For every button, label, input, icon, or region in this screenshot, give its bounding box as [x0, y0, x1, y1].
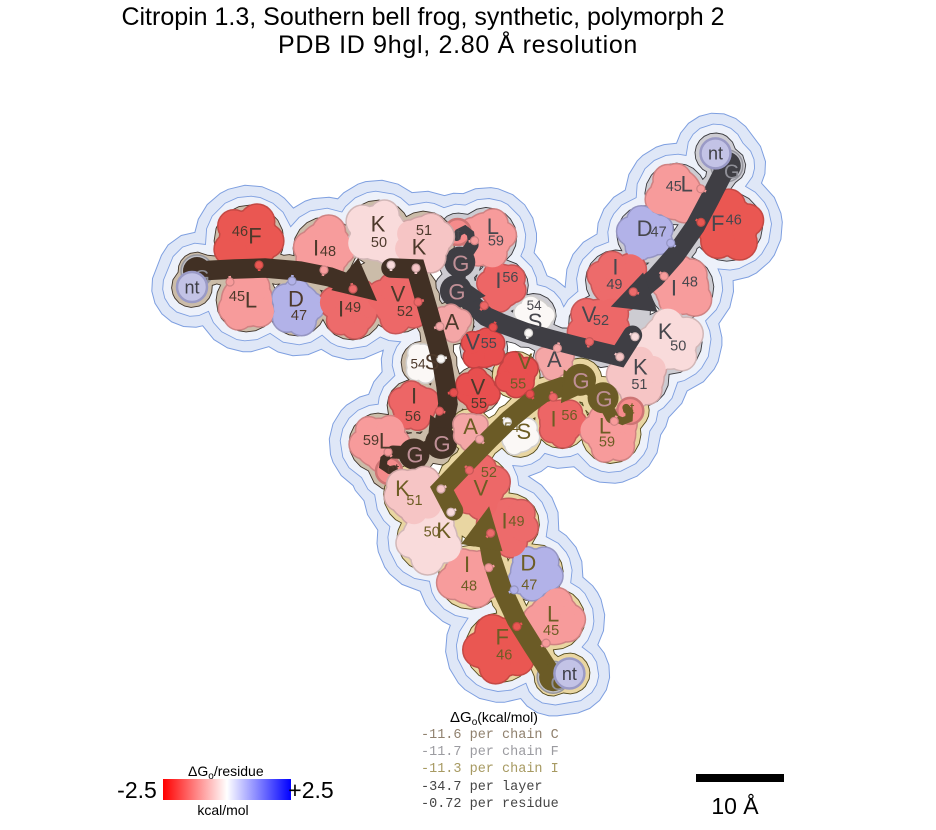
svg-text:I: I	[338, 297, 344, 322]
svg-text:I: I	[411, 384, 417, 409]
svg-text:nt: nt	[184, 277, 199, 297]
svg-text:I: I	[612, 255, 618, 280]
svg-text:52: 52	[397, 304, 413, 320]
svg-text:47: 47	[521, 578, 537, 594]
svg-text:-11.7 per chain F: -11.7 per chain F	[421, 745, 559, 760]
svg-text:56: 56	[502, 270, 518, 286]
svg-text:54: 54	[410, 357, 426, 372]
svg-text:A: A	[445, 310, 460, 335]
svg-text:nt: nt	[708, 144, 723, 164]
svg-text:G: G	[406, 443, 423, 468]
svg-text:48: 48	[682, 275, 698, 291]
svg-text:+2.5: +2.5	[288, 777, 333, 803]
svg-text:51: 51	[631, 377, 647, 393]
svg-text:V: V	[465, 329, 480, 354]
svg-text:-11.3 per chain I: -11.3 per chain I	[421, 762, 559, 777]
svg-text:L: L	[245, 288, 257, 313]
svg-text:I: I	[550, 407, 556, 432]
svg-text:49: 49	[508, 514, 524, 530]
svg-text:50: 50	[670, 339, 686, 355]
svg-text:V: V	[391, 282, 406, 307]
svg-text:46: 46	[726, 212, 742, 228]
svg-text:G: G	[448, 280, 465, 305]
svg-text:PDB ID 9hgl, 2.80 Å resolution: PDB ID 9hgl, 2.80 Å resolution	[278, 29, 638, 59]
svg-text:D: D	[520, 550, 536, 575]
svg-text:F: F	[711, 211, 724, 236]
svg-text:49: 49	[606, 277, 622, 293]
svg-text:-34.7 per layer: -34.7 per layer	[421, 780, 543, 795]
svg-text:45: 45	[229, 289, 245, 305]
svg-text:I: I	[495, 268, 501, 293]
svg-text:kcal/mol: kcal/mol	[197, 802, 248, 818]
svg-text:S: S	[516, 419, 531, 444]
svg-text:46: 46	[232, 224, 248, 240]
svg-text:10 Å: 10 Å	[711, 792, 759, 819]
svg-text:50: 50	[371, 235, 387, 251]
svg-text:nt: nt	[562, 664, 577, 684]
svg-text:K: K	[436, 518, 451, 543]
svg-text:-0.72 per residue: -0.72 per residue	[421, 797, 559, 812]
svg-text:G: G	[452, 251, 469, 276]
svg-text:56: 56	[405, 409, 421, 425]
svg-text:F: F	[248, 224, 261, 249]
svg-text:55: 55	[510, 376, 526, 392]
svg-text:59: 59	[488, 233, 504, 249]
svg-text:I: I	[671, 275, 677, 300]
svg-text:49: 49	[345, 300, 361, 316]
svg-text:56: 56	[561, 408, 577, 424]
svg-text:ct: ct	[622, 400, 635, 417]
svg-text:V: V	[474, 476, 489, 501]
svg-text:K: K	[412, 235, 427, 260]
svg-text:47: 47	[291, 308, 307, 324]
svg-text:I: I	[313, 236, 319, 261]
svg-text:A: A	[463, 414, 478, 439]
svg-text:K: K	[633, 355, 648, 380]
svg-text:59: 59	[363, 433, 379, 449]
svg-text:K: K	[371, 212, 386, 237]
svg-text:S: S	[425, 350, 440, 375]
svg-text:47: 47	[651, 224, 667, 240]
svg-text:L: L	[681, 172, 693, 197]
svg-text:46: 46	[496, 648, 512, 664]
svg-text:45: 45	[666, 179, 682, 195]
svg-text:G: G	[596, 387, 613, 412]
svg-text:V: V	[518, 349, 533, 374]
svg-text:-11.6 per chain C: -11.6 per chain C	[421, 728, 559, 743]
svg-text:Citropin 1.3, Southern bell fr: Citropin 1.3, Southern bell frog, synthe…	[121, 3, 724, 31]
svg-text:51: 51	[406, 493, 422, 509]
svg-text:I: I	[464, 552, 470, 577]
svg-text:45: 45	[543, 623, 559, 639]
svg-text:G: G	[433, 432, 450, 457]
svg-text:59: 59	[599, 435, 615, 451]
svg-text:52: 52	[593, 313, 609, 329]
svg-text:-2.5: -2.5	[117, 777, 157, 803]
svg-text:55: 55	[481, 336, 497, 352]
svg-text:L: L	[379, 429, 391, 454]
svg-text:A: A	[547, 347, 562, 372]
svg-text:48: 48	[461, 578, 477, 594]
svg-text:S: S	[528, 309, 543, 334]
svg-text:I: I	[501, 509, 507, 534]
svg-text:G: G	[572, 369, 589, 394]
svg-text:48: 48	[320, 244, 336, 260]
svg-text:F: F	[495, 624, 508, 649]
svg-text:55: 55	[471, 396, 487, 412]
